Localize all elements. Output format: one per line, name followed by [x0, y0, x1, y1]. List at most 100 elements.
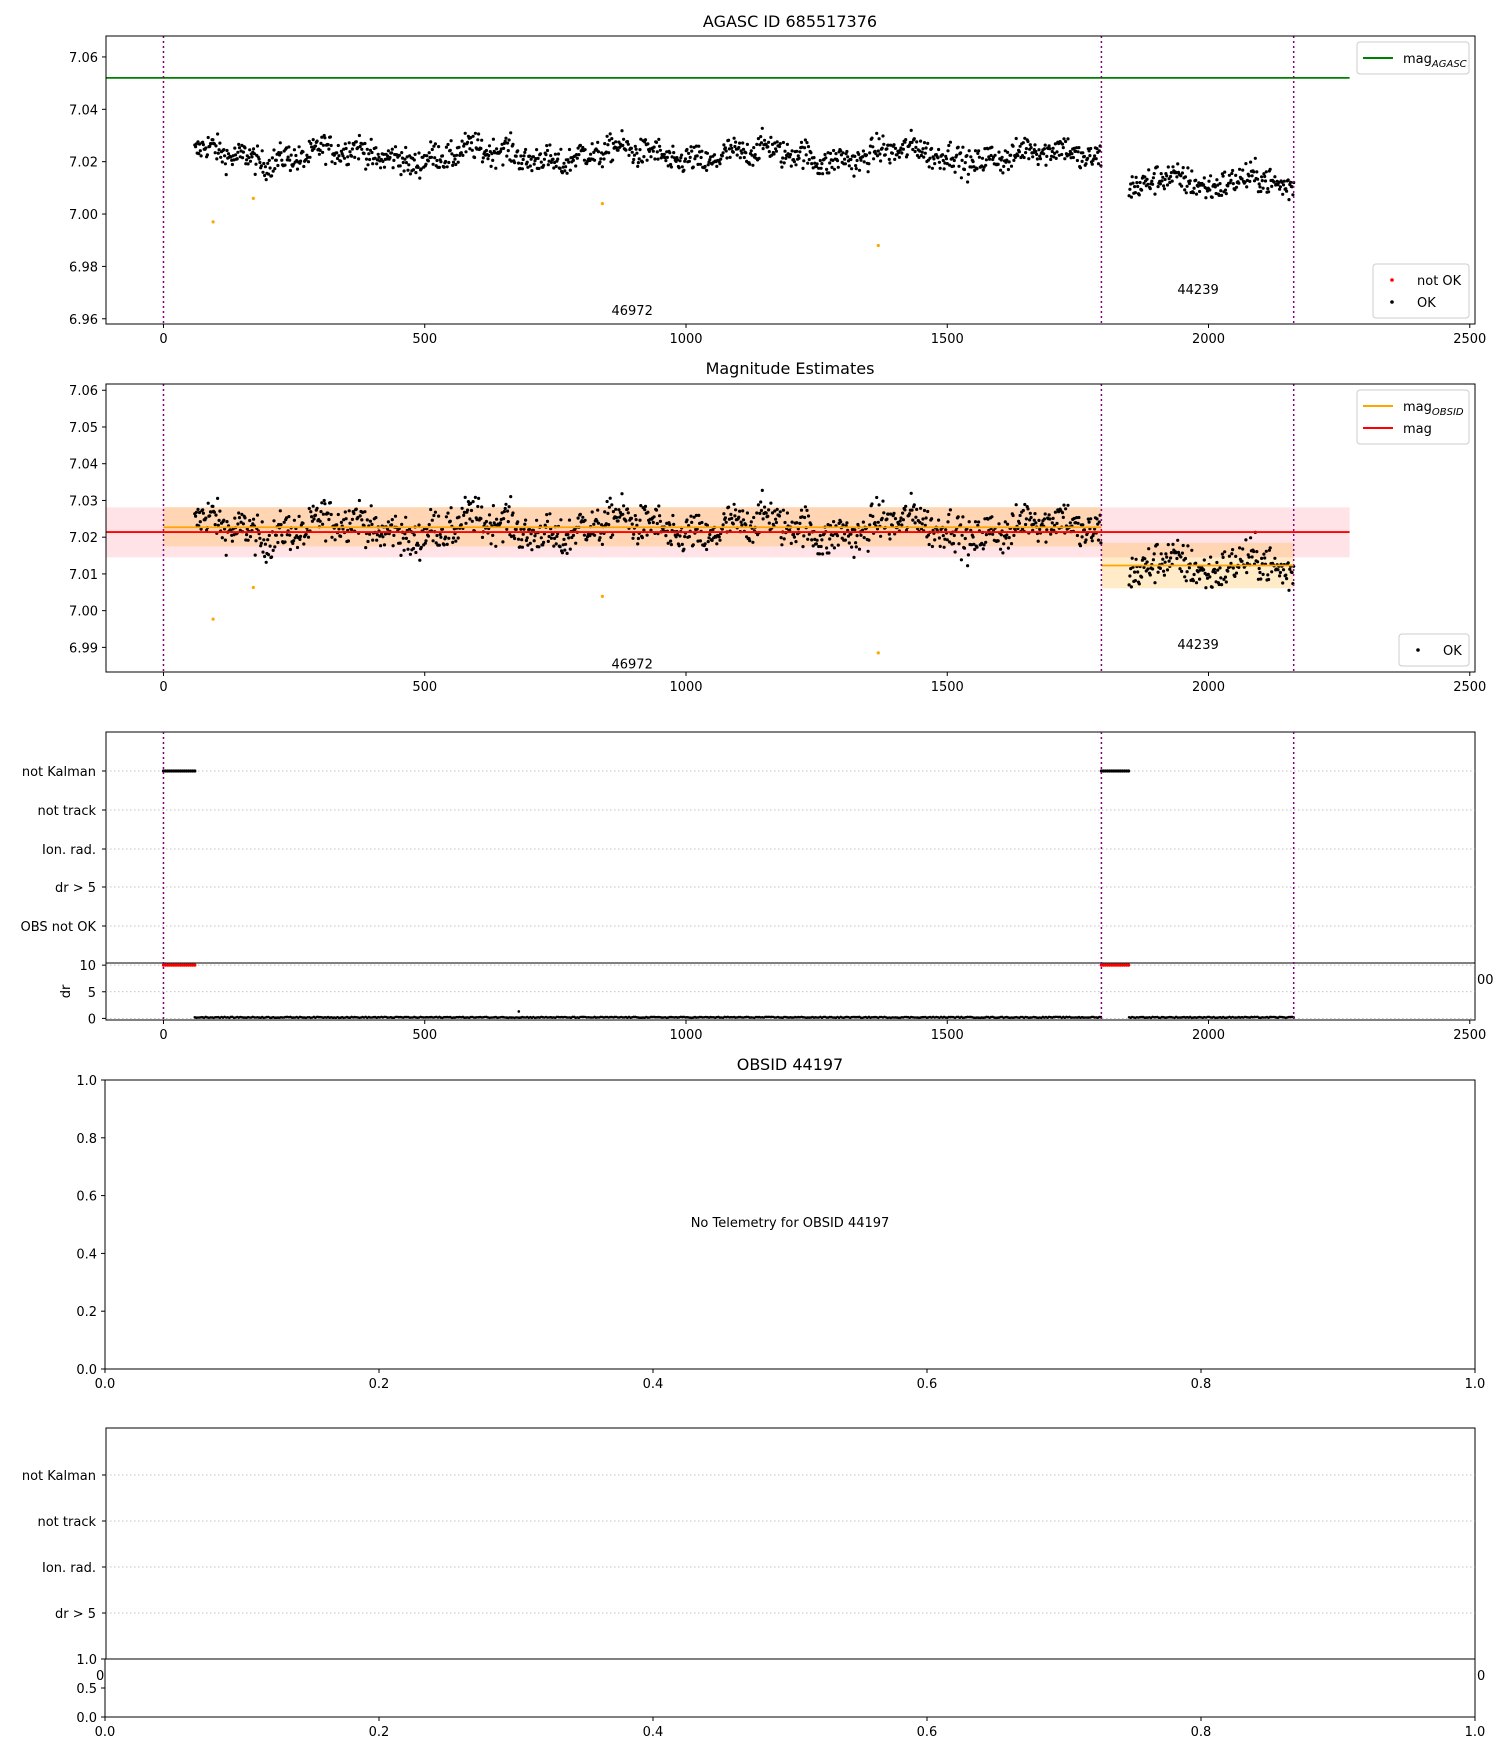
ok-point: [879, 534, 883, 538]
ok-point: [957, 164, 961, 168]
ok-point: [435, 158, 439, 163]
ok-point: [976, 151, 980, 155]
ok-point: [666, 164, 670, 168]
ok-point: [895, 153, 899, 157]
ok-point: [444, 159, 448, 164]
ok-point: [948, 163, 952, 167]
ok-point: [284, 146, 289, 150]
ok-point: [390, 151, 394, 155]
ok-point: [1180, 569, 1184, 574]
ok-point: [847, 541, 851, 545]
ok-point: [237, 516, 242, 520]
ok-point: [1290, 570, 1294, 575]
ok-point: [1130, 175, 1134, 179]
ok-point: [790, 520, 794, 524]
ok-point: [744, 151, 748, 155]
ok-point: [722, 143, 726, 147]
ok-point: [434, 541, 438, 545]
ok-point: [849, 157, 853, 162]
ok-point: [1151, 176, 1155, 180]
y-tick-label: 7.05: [69, 421, 98, 436]
ok-point: [288, 168, 292, 173]
ok-point: [603, 510, 607, 514]
ok-point: [666, 541, 670, 545]
ok-point: [621, 143, 625, 147]
ok-point: [1234, 185, 1239, 189]
ok-point: [564, 542, 568, 546]
ok-point: [755, 511, 759, 515]
ok-point: [234, 153, 238, 157]
ok-point: [230, 539, 234, 543]
ok-point: [1033, 511, 1037, 516]
ok-point: [566, 158, 570, 162]
ok-point: [489, 542, 493, 546]
ok-point: [288, 547, 292, 552]
ok-point: [803, 138, 808, 142]
ok-point: [408, 172, 412, 176]
ok-point: [438, 532, 442, 537]
ok-point: [211, 504, 215, 508]
ok-point: [1140, 575, 1144, 579]
ok-point: [1191, 191, 1195, 195]
ok-point: [341, 154, 345, 158]
ok-point: [417, 523, 421, 527]
ok-point: [888, 161, 892, 165]
ok-point: [700, 520, 704, 525]
ok-point: [960, 158, 964, 162]
ok-point: [1047, 144, 1051, 148]
ok-point: [634, 147, 638, 151]
ok-point: [232, 533, 236, 537]
ok-point: [1231, 182, 1235, 186]
ok-point: [951, 541, 956, 546]
ok-point: [1234, 554, 1238, 559]
ok-point: [295, 545, 300, 550]
ok-point: [313, 513, 318, 517]
ok-point: [298, 537, 302, 542]
ok-point: [1247, 555, 1251, 559]
ok-point: [1023, 136, 1027, 140]
dr-flagged-point: [193, 963, 197, 967]
ok-point: [1233, 574, 1237, 579]
ok-point: [1185, 570, 1189, 574]
ok-point: [775, 140, 779, 144]
y-tick-label: 6.98: [69, 260, 98, 275]
ok-point: [1148, 573, 1152, 577]
ok-point: [1247, 174, 1251, 178]
ok-point: [350, 528, 354, 532]
ok-point: [1159, 172, 1163, 176]
ok-point: [1266, 573, 1270, 577]
ok-point: [928, 156, 932, 160]
ok-point: [843, 538, 848, 542]
ok-point: [1151, 567, 1155, 571]
ok-point: [239, 520, 243, 524]
ok-point: [381, 159, 385, 163]
ok-point: [498, 521, 503, 525]
ok-point: [1081, 151, 1085, 155]
ok-point: [1291, 193, 1295, 197]
ok-point: [626, 511, 630, 515]
ok-point: [507, 505, 511, 509]
ok-point: [817, 172, 822, 176]
ok-point: [442, 165, 446, 169]
ok-point: [1146, 182, 1150, 186]
ok-point: [1156, 185, 1160, 189]
ok-point: [961, 145, 965, 149]
ok-point: [614, 140, 618, 144]
ok-point: [1244, 162, 1248, 166]
ok-point: [606, 143, 610, 147]
ok-point: [945, 538, 949, 542]
ok-point: [806, 537, 810, 541]
ok-point: [668, 151, 672, 155]
ok-point: [437, 145, 441, 149]
ok-point: [920, 522, 924, 526]
ok-point: [285, 158, 289, 162]
ok-point: [449, 139, 453, 143]
ok-point: [774, 520, 779, 525]
ok-point: [562, 537, 566, 542]
ok-point: [346, 528, 350, 532]
ok-point: [1049, 157, 1053, 162]
panel-4-title: OBSID 44197: [737, 1055, 843, 1074]
ok-point: [519, 154, 523, 158]
ok-point: [926, 533, 931, 537]
ok-point: [1165, 174, 1169, 178]
